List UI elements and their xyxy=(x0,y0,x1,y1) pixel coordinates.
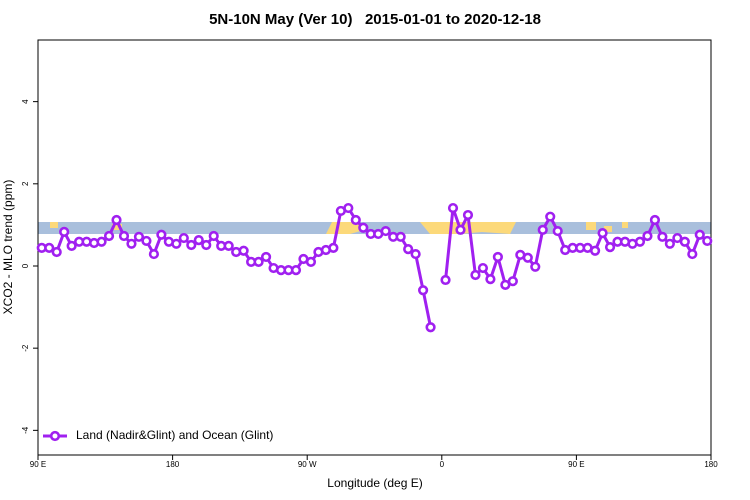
x-tick-label: 90 W xyxy=(298,460,317,469)
y-tick-label: -2 xyxy=(21,344,30,352)
x-tick-label: 180 xyxy=(704,460,718,469)
data-point xyxy=(290,264,302,276)
land-patch xyxy=(622,222,628,228)
data-point xyxy=(51,246,62,258)
land-patch xyxy=(604,226,612,232)
data-point xyxy=(410,248,421,260)
data-point xyxy=(260,251,272,263)
data-point xyxy=(664,238,675,249)
data-point xyxy=(455,224,466,235)
data-point xyxy=(477,262,489,274)
data-point xyxy=(500,279,511,290)
data-point xyxy=(634,236,646,247)
data-point xyxy=(171,238,182,249)
data-point xyxy=(208,230,219,242)
data-point xyxy=(597,228,608,239)
data-point xyxy=(492,251,503,263)
data-point xyxy=(305,256,317,267)
data-point xyxy=(186,239,197,251)
y-axis-label: XCO2 - MLO trend (ppm) xyxy=(1,180,15,315)
data-point xyxy=(380,225,391,237)
x-tick-label: 0 xyxy=(440,460,445,469)
data-point xyxy=(649,214,661,226)
data-point xyxy=(328,242,339,254)
data-point xyxy=(403,244,414,255)
data-point xyxy=(350,214,361,226)
data-point xyxy=(44,242,55,254)
data-point xyxy=(485,274,496,285)
legend-label: Land (Nadir&Glint) and Ocean (Glint) xyxy=(76,428,273,442)
land-patch xyxy=(50,222,58,228)
data-point xyxy=(702,235,713,247)
x-axis-label: Longitude (deg E) xyxy=(327,476,422,490)
data-point xyxy=(694,229,705,240)
data-point xyxy=(253,256,264,267)
data-point xyxy=(238,245,249,256)
data-point xyxy=(223,240,234,251)
data-point xyxy=(440,274,451,286)
data-point xyxy=(133,231,145,242)
data-point xyxy=(148,248,160,260)
chart-title: 5N-10N May (Ver 10) 2015-01-01 to 2020-1… xyxy=(209,11,541,28)
data-point xyxy=(418,285,429,296)
data-point xyxy=(687,248,698,260)
data-point xyxy=(425,322,436,333)
data-point xyxy=(589,245,601,256)
data-point xyxy=(530,261,541,272)
y-tick-label: 4 xyxy=(21,99,30,104)
data-point xyxy=(642,230,653,242)
data-point xyxy=(141,235,152,247)
data-point xyxy=(447,202,459,214)
land-patch xyxy=(112,224,122,230)
data-point xyxy=(507,276,518,287)
land-patch xyxy=(420,222,516,234)
data-point xyxy=(552,225,563,237)
data-point xyxy=(470,269,481,281)
data-point xyxy=(679,236,690,247)
y-tick-label: 0 xyxy=(21,263,30,268)
data-point xyxy=(66,240,77,251)
data-point xyxy=(156,229,167,240)
data-point xyxy=(395,231,406,242)
data-point xyxy=(462,209,474,221)
data-point xyxy=(201,239,212,251)
data-point xyxy=(193,235,204,246)
data-point xyxy=(657,231,668,242)
y-tick-label: -4 xyxy=(21,426,30,434)
data-point xyxy=(522,252,533,263)
data-point xyxy=(672,232,683,244)
legend-marker xyxy=(49,430,61,442)
land-patch xyxy=(586,222,596,230)
data-point xyxy=(358,222,369,233)
data-point xyxy=(59,226,70,237)
data-point xyxy=(537,224,548,235)
data-point xyxy=(343,202,354,214)
data-point xyxy=(118,230,130,242)
data-point xyxy=(604,241,616,253)
x-tick-label: 90 E xyxy=(30,460,46,469)
data-point xyxy=(178,232,189,244)
x-tick-label: 90 E xyxy=(568,460,584,469)
x-tick-label: 180 xyxy=(166,460,180,469)
data-point xyxy=(103,230,115,242)
data-point xyxy=(96,236,107,247)
data-point xyxy=(111,214,122,226)
y-tick-label: 2 xyxy=(21,181,30,186)
data-point xyxy=(126,238,137,249)
data-point xyxy=(545,211,556,222)
